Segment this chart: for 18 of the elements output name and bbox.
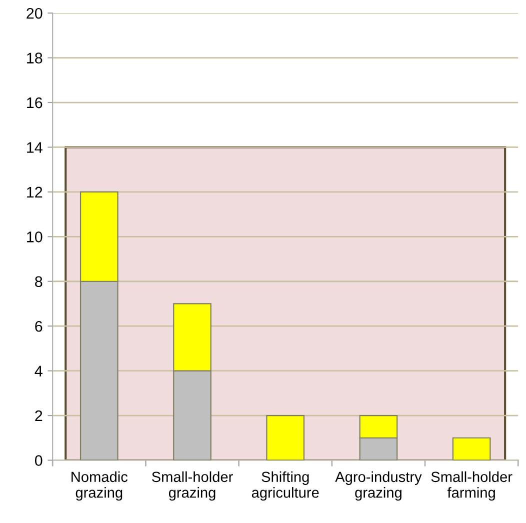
y-tick-label: 18: [27, 52, 42, 64]
x-tick-label: Shifting agriculture: [252, 471, 319, 501]
y-tick-label: 20: [26, 8, 42, 19]
y-tick-label: 12: [27, 186, 42, 198]
x-tick-label: Agro-industry grazing: [335, 471, 422, 501]
y-tick-label: 4: [34, 366, 42, 376]
y-tick-label: 16: [27, 97, 42, 108]
y-tick-label: 10: [27, 232, 42, 242]
x-tick-label: Small-holder grazing: [152, 471, 233, 501]
y-tick-label: 6: [35, 320, 42, 332]
y-tick-label: 14: [27, 142, 42, 153]
y-tick-label: 8: [35, 276, 42, 288]
x-tick-label: Small-holder farming: [431, 471, 512, 501]
x-tick-label: Nomadic grazing: [72, 471, 128, 501]
y-tick-label: 0: [34, 455, 42, 466]
bar: [452, 437, 491, 460]
bar: [266, 414, 305, 460]
y-tick-label: 2: [35, 410, 42, 422]
